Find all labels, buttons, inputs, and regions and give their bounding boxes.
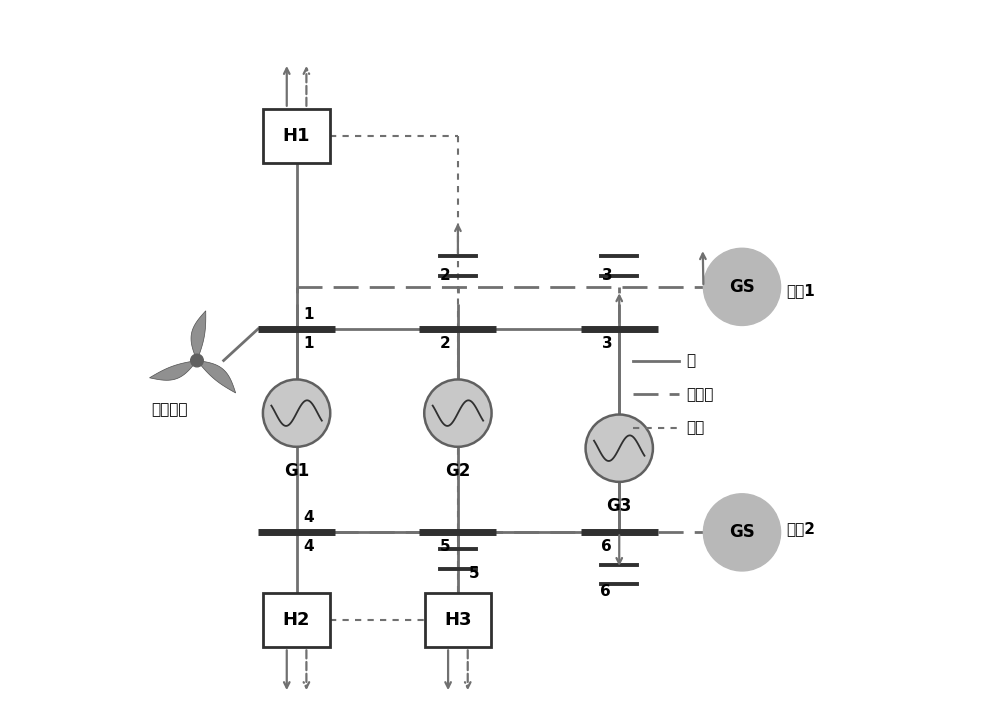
- Text: 2: 2: [440, 269, 451, 284]
- Text: GS: GS: [729, 278, 755, 296]
- Text: 3: 3: [602, 269, 612, 284]
- Text: 1: 1: [304, 307, 314, 322]
- Text: G2: G2: [445, 462, 471, 480]
- Text: H1: H1: [283, 127, 310, 145]
- Text: 天然气: 天然气: [686, 387, 713, 402]
- Text: 4: 4: [304, 539, 314, 554]
- Text: H2: H2: [283, 611, 310, 629]
- Text: 风电机组: 风电机组: [151, 402, 188, 417]
- Polygon shape: [197, 361, 236, 393]
- Text: 5: 5: [440, 539, 451, 554]
- Text: 6: 6: [601, 539, 612, 554]
- Text: 1: 1: [304, 336, 314, 351]
- Text: H3: H3: [444, 611, 472, 629]
- Circle shape: [586, 414, 653, 482]
- Text: 6: 6: [600, 585, 611, 600]
- Text: 气源2: 气源2: [786, 521, 815, 537]
- Text: 3: 3: [602, 336, 612, 351]
- Polygon shape: [150, 361, 197, 380]
- Text: 气源1: 气源1: [786, 283, 815, 298]
- Circle shape: [703, 493, 781, 571]
- Circle shape: [263, 380, 330, 447]
- Text: G1: G1: [284, 462, 309, 480]
- Circle shape: [703, 248, 781, 325]
- Text: 5: 5: [468, 566, 479, 580]
- Text: G3: G3: [607, 497, 632, 515]
- Text: 热力: 热力: [686, 421, 704, 436]
- Circle shape: [191, 354, 203, 367]
- Polygon shape: [191, 311, 206, 361]
- Circle shape: [424, 380, 492, 447]
- FancyBboxPatch shape: [425, 592, 491, 648]
- Text: GS: GS: [729, 523, 755, 542]
- Text: 电: 电: [686, 353, 695, 368]
- FancyBboxPatch shape: [263, 109, 330, 163]
- Text: 2: 2: [440, 336, 451, 351]
- Text: 4: 4: [304, 510, 314, 525]
- FancyBboxPatch shape: [263, 592, 330, 648]
